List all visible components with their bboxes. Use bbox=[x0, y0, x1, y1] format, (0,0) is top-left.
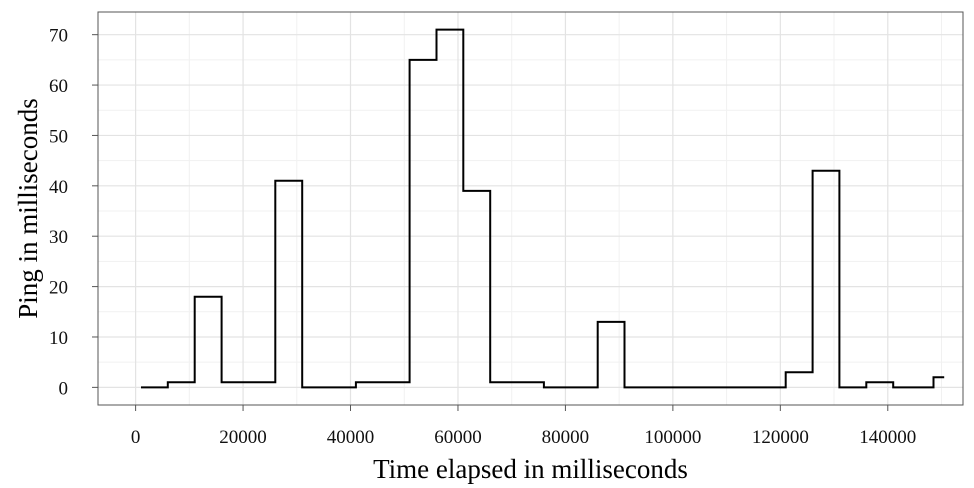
y-tick-label: 50 bbox=[49, 126, 68, 147]
y-tick-label: 30 bbox=[49, 227, 68, 248]
ping-series-line bbox=[141, 28, 945, 389]
tick-labels: 0 20000 40000 60000 80000 100000 120000 140000 0… bbox=[49, 26, 916, 448]
y-axis-title: Ping in milliseconds bbox=[13, 98, 43, 319]
x-tick-label: 80000 bbox=[542, 427, 590, 448]
y-tick-label: 40 bbox=[49, 177, 68, 198]
plot-frame bbox=[97, 11, 964, 406]
series-layer bbox=[141, 28, 945, 389]
minor-gridlines bbox=[98, 12, 963, 405]
y-tick-label: 60 bbox=[49, 76, 68, 97]
y-tick-label: 70 bbox=[49, 26, 68, 47]
x-tick-label: 20000 bbox=[219, 427, 267, 448]
major-gridlines bbox=[98, 12, 963, 405]
y-tick-label: 10 bbox=[49, 328, 68, 349]
x-tick-label: 100000 bbox=[644, 427, 701, 448]
x-tick-label: 40000 bbox=[327, 427, 375, 448]
x-tick-label: 60000 bbox=[434, 427, 482, 448]
x-tick-label: 120000 bbox=[752, 427, 809, 448]
y-tick-label: 20 bbox=[49, 278, 68, 299]
x-axis-title: Time elapsed in milliseconds bbox=[373, 454, 688, 484]
x-tick-label: 0 bbox=[131, 427, 141, 448]
x-tick-label: 140000 bbox=[859, 427, 916, 448]
axis-ticks bbox=[92, 34, 889, 411]
y-tick-label: 0 bbox=[59, 378, 69, 399]
